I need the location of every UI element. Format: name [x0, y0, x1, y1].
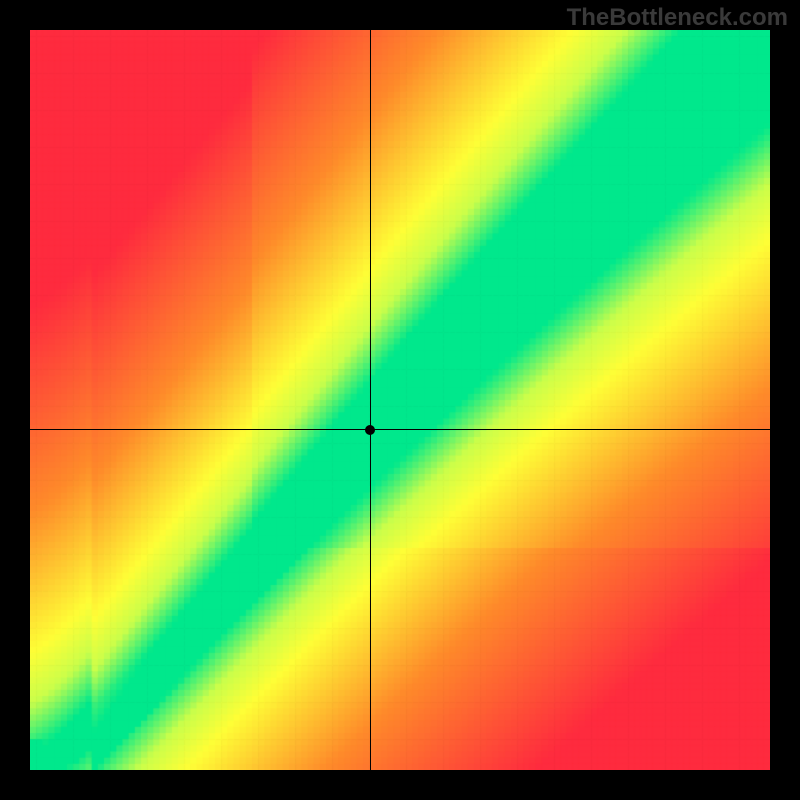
data-point-marker: [365, 425, 375, 435]
chart-container: TheBottleneck.com: [0, 0, 800, 800]
heatmap-canvas: [30, 30, 770, 770]
plot-area: [30, 30, 770, 770]
crosshair-vertical: [370, 30, 371, 770]
watermark-text: TheBottleneck.com: [567, 4, 788, 32]
crosshair-horizontal: [30, 429, 770, 430]
